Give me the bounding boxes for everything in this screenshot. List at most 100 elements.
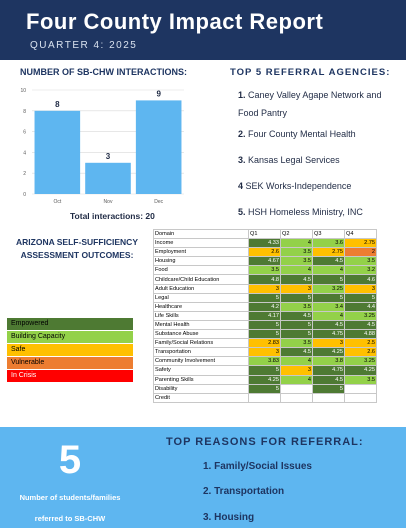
y-tick-label: 4: [23, 150, 26, 156]
table-row: Adult Education 3 3 3.25 3: [153, 283, 377, 294]
domain-cell: Adult Education: [153, 283, 249, 294]
legend-empowered: Empowered: [7, 318, 133, 330]
score-cell: 3: [344, 283, 377, 294]
score-cell: 3: [280, 283, 313, 294]
score-cell: 4.5: [280, 310, 313, 321]
score-cell: [280, 392, 313, 403]
table-row: Community Involvement 3.83 4 3.8 3.25: [153, 356, 377, 367]
table-row: Disability 5 5: [153, 383, 377, 394]
score-cell: 3.8: [312, 356, 345, 367]
score-cell: 4.25: [312, 347, 345, 358]
table-row: Substance Abuse 5 5 4.75 4.88: [153, 329, 377, 340]
reason-item: 1. Family/Social Issues: [203, 461, 312, 472]
table-row: Childcare/Child Education 4.8 4.5 5 4.6: [153, 274, 377, 285]
score-cell: [280, 383, 313, 394]
score-cell: 4: [280, 374, 313, 385]
score-cell: 4: [312, 265, 345, 276]
score-cell: 3: [312, 338, 345, 349]
legend-in-crisis: In Crisis: [7, 370, 133, 382]
score-cell: 4.5: [280, 274, 313, 285]
report-header: Four County Impact Report QUARTER 4: 202…: [0, 0, 406, 60]
score-cell: 3.83: [248, 356, 281, 367]
students-label-2: referred to SB-CHW: [34, 514, 106, 523]
assessment-legend: Empowered Building Capacity Safe Vulnera…: [7, 318, 133, 383]
x-tick-label: Oct: [53, 199, 61, 205]
score-cell: 4.5: [312, 374, 345, 385]
domain-cell: Healthcare: [153, 301, 249, 312]
y-tick-label: 8: [23, 109, 26, 115]
score-cell: 4: [280, 356, 313, 367]
x-tick-label: Nov: [104, 199, 113, 205]
score-cell: 4.33: [248, 238, 281, 249]
score-cell: 4: [280, 238, 313, 249]
table-header-row: Domain Q1 Q2 Q3 Q4: [153, 228, 377, 240]
table-row: Mental Health 5 5 4.5 4.5: [153, 319, 377, 331]
column-header: Q4: [344, 228, 377, 240]
agency-number: 5.: [238, 207, 246, 217]
bottom-banner: [0, 427, 406, 528]
legend-safe: Safe: [7, 344, 133, 356]
legend-building-capacity: Building Capacity: [7, 331, 133, 343]
column-header: Q1: [248, 228, 281, 240]
score-cell: 2.6: [248, 247, 281, 258]
y-tick-label: 2: [23, 171, 26, 177]
domain-cell: Community Involvement: [153, 356, 249, 367]
score-cell: 4.5: [280, 347, 313, 358]
score-cell: 5: [248, 319, 281, 331]
score-cell: 3.5: [344, 256, 377, 267]
referral-agencies-list: 1. Caney Valley Agape Network and Food P…: [238, 86, 403, 230]
agency-item: 5. HSH Homeless Ministry, INC: [238, 204, 403, 220]
bar-value-label: 9: [156, 89, 161, 98]
score-cell: 3.25: [312, 283, 345, 294]
score-cell: 2.83: [248, 338, 281, 349]
domain-cell: Food: [153, 265, 249, 276]
score-cell: 3.5: [280, 256, 313, 267]
score-cell: 4: [312, 310, 345, 321]
score-cell: 3: [248, 283, 281, 294]
score-cell: 3.4: [312, 301, 345, 312]
score-cell: 2: [344, 247, 377, 258]
score-cell: 5: [312, 292, 345, 303]
agency-number: 4: [238, 181, 244, 191]
score-cell: 4.75: [312, 365, 345, 376]
score-cell: 5: [248, 383, 281, 394]
agency-item: 4 SEK Works-Independence: [238, 178, 403, 194]
domain-cell: Disability: [153, 383, 249, 394]
score-cell: 4.75: [312, 329, 345, 340]
table-row: Credit: [153, 392, 377, 403]
domain-cell: Employment: [153, 247, 249, 258]
table-row: Transportation 3 4.5 4.25 2.6: [153, 347, 377, 358]
score-cell: 4.17: [248, 310, 281, 321]
score-cell: 5: [280, 329, 313, 340]
domain-cell: Income: [153, 238, 249, 249]
score-cell: 5: [248, 365, 281, 376]
score-cell: 4.2: [248, 301, 281, 312]
score-cell: 4.5: [312, 256, 345, 267]
score-cell: 4.8: [248, 274, 281, 285]
reason-item: 2. Transportation: [203, 486, 285, 497]
agency-name: Kansas Legal Services: [248, 155, 340, 165]
y-tick-label: 0: [23, 192, 26, 198]
score-cell: 3.5: [248, 265, 281, 276]
score-cell: 4.5: [344, 319, 377, 331]
score-cell: [248, 392, 281, 403]
score-cell: 4.67: [248, 256, 281, 267]
score-cell: 5: [312, 274, 345, 285]
score-cell: 4.4: [344, 301, 377, 312]
bar: [34, 110, 81, 194]
interactions-heading: NUMBER OF SB-CHW INTERACTIONS:: [20, 67, 187, 77]
interactions-bar-chart: 0 2 4 6 8 10 8 Oct 3 Nov 9 Dec: [20, 88, 184, 205]
bar: [85, 162, 131, 194]
score-cell: 5: [280, 319, 313, 331]
score-cell: 3.25: [344, 356, 377, 367]
table-row: Safety 5 3 4.75 4.25: [153, 365, 377, 376]
report-subtitle: QUARTER 4: 2025: [30, 40, 138, 51]
score-cell: 3: [248, 347, 281, 358]
score-cell: 3.5: [280, 301, 313, 312]
score-cell: [344, 392, 377, 403]
score-cell: 4.88: [344, 329, 377, 340]
score-cell: 3.25: [344, 310, 377, 321]
table-row: Food 3.5 4 4 3.2: [153, 265, 377, 276]
domain-cell: Family/Social Relations: [153, 338, 249, 349]
score-cell: 3.2: [344, 265, 377, 276]
